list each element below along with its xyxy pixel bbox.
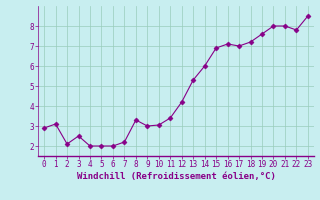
X-axis label: Windchill (Refroidissement éolien,°C): Windchill (Refroidissement éolien,°C) — [76, 172, 276, 181]
